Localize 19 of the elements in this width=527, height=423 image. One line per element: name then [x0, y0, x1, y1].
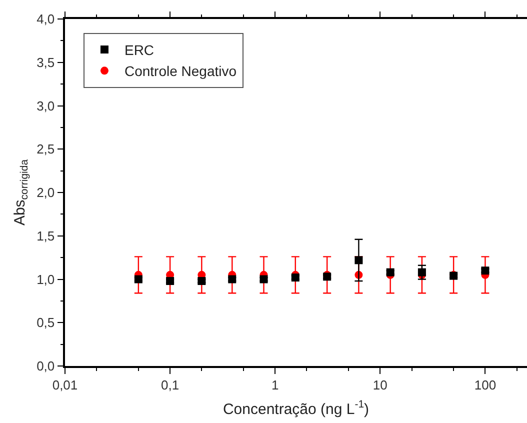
- x-tick-label: 100: [474, 377, 496, 392]
- x-tick-label: 10: [372, 377, 388, 392]
- y-tick-label: 3,5: [36, 54, 55, 70]
- x-axis-title: Concentração (ng L$^{-1}$): [222, 398, 370, 418]
- point: [354, 256, 363, 264]
- y-tick-label: 1,5: [36, 228, 55, 244]
- point: [418, 268, 426, 276]
- y-tick-label: 0,5: [36, 315, 55, 330]
- y-tick-label: 1,0: [36, 272, 55, 287]
- legend-label: Controle Negativo: [124, 63, 237, 80]
- y-tick-label: 4,0: [36, 12, 55, 27]
- x-tick-label: 0,01: [52, 377, 78, 392]
- legend-label: ERC: [124, 42, 154, 58]
- x-tick-label: 1: [271, 377, 279, 392]
- y-tick-label: 2,5: [36, 142, 55, 157]
- y-tick-label: 2,0: [36, 185, 55, 200]
- y-tick-label: 3,0: [36, 98, 55, 114]
- x-tick-label: 0,1: [161, 377, 180, 392]
- y-tick-label: 0,0: [36, 358, 55, 374]
